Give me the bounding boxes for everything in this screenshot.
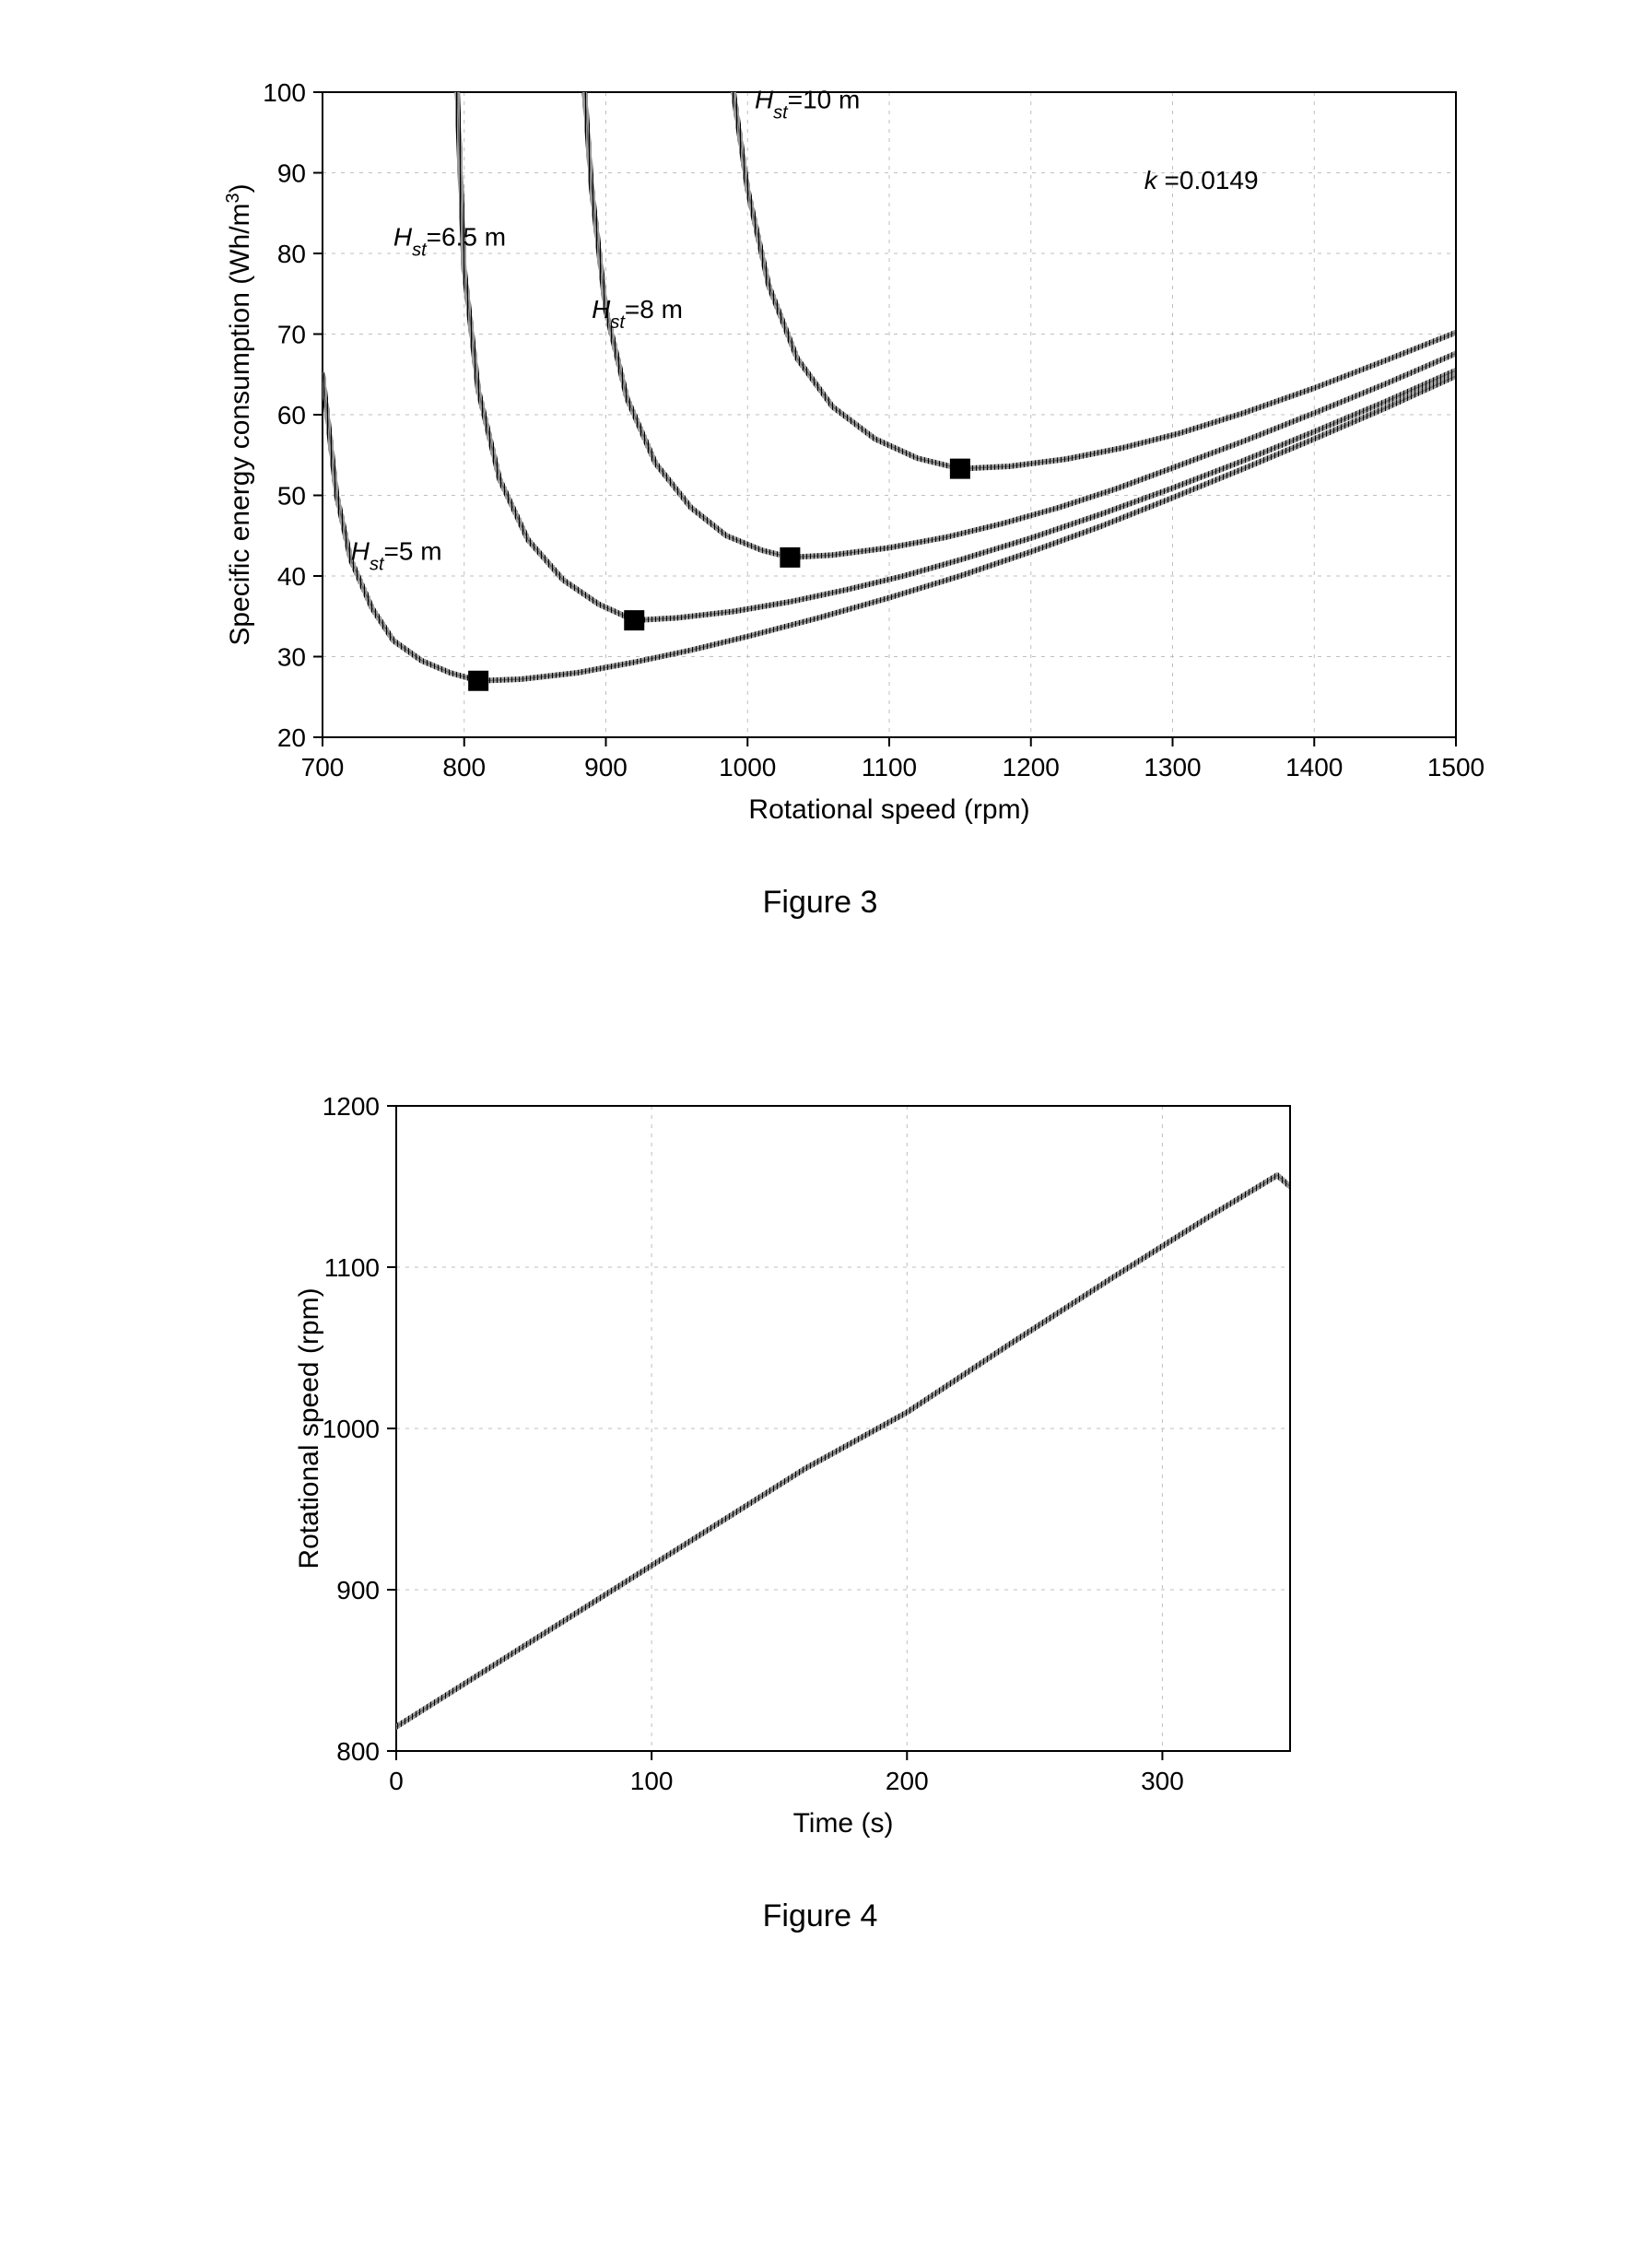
x-axis-label: Rotational speed (rpm): [748, 794, 1029, 825]
grid: [396, 1106, 1290, 1751]
x-axis-label: Time (s): [793, 1808, 894, 1839]
curve-2: [584, 92, 1456, 558]
curve-3: [733, 92, 1456, 469]
svg-text:1000: 1000: [323, 1415, 380, 1443]
svg-text:800: 800: [442, 753, 486, 781]
figure-3: 700 800 900 1000 1100 1200 1300 1400 1500 20 30 40 5…: [129, 37, 1511, 852]
ticks: 700 800 900 1000 1100 1200 1300 1400 1500 20 30 40 5…: [263, 78, 1485, 781]
min-marker-2: [780, 547, 800, 568]
svg-text:60: 60: [277, 401, 306, 429]
svg-text:0: 0: [389, 1767, 404, 1795]
svg-text:80: 80: [277, 240, 306, 268]
svg-text:1100: 1100: [324, 1253, 380, 1282]
svg-text:1100: 1100: [862, 753, 917, 781]
markers: [468, 459, 970, 691]
svg-text:100: 100: [630, 1767, 674, 1795]
figure-4-chart: 0 100 200 300 800 900 1000 1100 1200 Time (s) Rota…: [240, 1069, 1401, 1871]
figure-4: 0 100 200 300 800 900 1000 1100 1200 Time (s) Rota…: [240, 1069, 1401, 1875]
curves: [396, 1175, 1290, 1727]
min-marker-1: [624, 610, 644, 630]
svg-text:1000: 1000: [719, 753, 776, 781]
curve-label-2: Hst=8 m: [592, 295, 683, 333]
curve-label-3: Hst=10 m: [755, 86, 860, 123]
axes-box: [396, 1106, 1290, 1751]
svg-text:1200: 1200: [323, 1092, 380, 1121]
svg-text:300: 300: [1141, 1767, 1184, 1795]
svg-text:30: 30: [277, 643, 306, 672]
min-marker-3: [950, 459, 970, 479]
svg-text:700: 700: [301, 753, 345, 781]
svg-text:70: 70: [277, 321, 306, 349]
min-marker-0: [468, 671, 488, 691]
svg-text:50: 50: [277, 482, 306, 511]
svg-text:100: 100: [263, 78, 306, 107]
svg-text:1200: 1200: [1003, 753, 1060, 781]
svg-text:800: 800: [336, 1737, 380, 1766]
figure-4-caption: Figure 4: [240, 1898, 1401, 1934]
y-axis-label: Specific energy consumption (Wh/m3): [223, 183, 255, 645]
curve-label-1: Hst=6.5 m: [393, 222, 506, 260]
page: 7008009001000110012001300140015002030405…: [0, 0, 1643, 2268]
svg-text:900: 900: [336, 1576, 380, 1604]
svg-text:20: 20: [277, 723, 306, 752]
svg-text:40: 40: [277, 562, 306, 591]
y-axis-label: Rotational speed (rpm): [294, 1287, 324, 1569]
curve-1: [457, 92, 1456, 620]
svg-text:900: 900: [584, 753, 628, 781]
grid: [323, 92, 1456, 737]
svg-text:200: 200: [886, 1767, 929, 1795]
svg-text:1500: 1500: [1427, 753, 1485, 781]
svg-text:1400: 1400: [1285, 753, 1343, 781]
k-annotation: k =0.0149: [1144, 166, 1259, 194]
svg-text:1300: 1300: [1144, 753, 1201, 781]
figure-3-caption: Figure 3: [129, 885, 1511, 921]
curve-0: [396, 1175, 1290, 1727]
figure-3-chart: 700 800 900 1000 1100 1200 1300 1400 1500 20 30 40 5…: [129, 37, 1511, 848]
curve-label-0: Hst=5 m: [351, 537, 442, 575]
svg-text:90: 90: [277, 159, 306, 188]
